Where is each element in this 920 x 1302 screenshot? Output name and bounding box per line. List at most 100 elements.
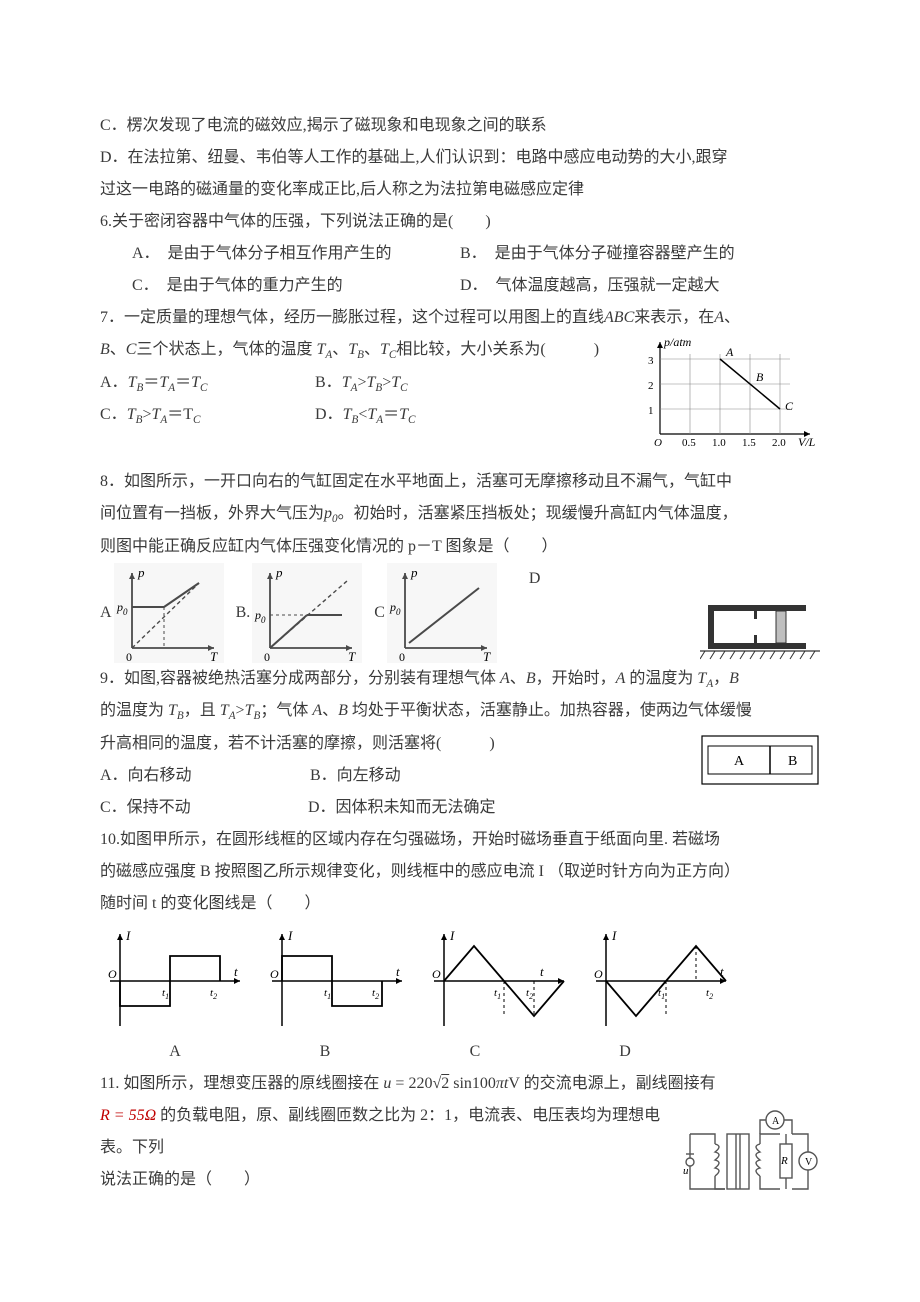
q7-sep1: 、 bbox=[110, 341, 126, 358]
q7-TC: TC bbox=[380, 341, 396, 358]
svg-text:t1: t1 bbox=[658, 987, 665, 1001]
q8-cylinder-fig bbox=[700, 593, 820, 663]
q7-opt-b: B．TA>TB>TC bbox=[315, 367, 530, 400]
svg-text:t: t bbox=[396, 964, 400, 979]
svg-text:I: I bbox=[287, 928, 293, 943]
q10-lbl-d: D bbox=[550, 1036, 700, 1068]
svg-text:t1: t1 bbox=[324, 987, 331, 1001]
q9-TB: TB bbox=[168, 702, 184, 719]
q7-TA: TA bbox=[316, 341, 332, 358]
q9-stem-line1: 9．如图,容器被绝热活塞分成两部分，分别装有理想气体 A、B，开始时，A 的温度… bbox=[100, 663, 820, 696]
q7-comma1: 、 bbox=[724, 309, 740, 326]
q8-opt-c-fig: C p T 0 p0 bbox=[374, 563, 497, 663]
svg-text:C: C bbox=[785, 399, 794, 413]
svg-text:1.5: 1.5 bbox=[742, 437, 756, 449]
q8-opt-b-fig: B. p T 0 p0 bbox=[236, 563, 363, 663]
q7-A-state: A bbox=[714, 309, 724, 326]
q10-stem3: 随时间 t 的变化图线是（ ） bbox=[100, 888, 820, 920]
q9-stem-line3: 升高相同的温度，若不计活塞的摩擦，则活塞将( ) bbox=[100, 728, 820, 760]
svg-text:T: T bbox=[210, 649, 218, 663]
svg-text:t1: t1 bbox=[162, 987, 169, 1001]
q7-opts-row2: C．TB>TA＝TC D．TB<TA＝TC bbox=[100, 399, 530, 432]
q11-stem-line1: 11. 如图所示，理想变压器的原线圈接在 u = 220√2 sin100πtV… bbox=[100, 1068, 820, 1100]
svg-text:O: O bbox=[108, 967, 117, 981]
q8-label-d: D bbox=[529, 563, 541, 595]
svg-text:O: O bbox=[594, 967, 603, 981]
svg-text:V/L: V/L bbox=[798, 435, 816, 449]
svg-text:O: O bbox=[654, 437, 662, 449]
svg-text:t: t bbox=[234, 964, 238, 979]
q10-lbl-b: B bbox=[250, 1036, 400, 1068]
svg-text:0: 0 bbox=[126, 650, 132, 663]
q8-stem-line3: 则图中能正确反应缸内气体压强变化情况的 p－T 图象是（ ） bbox=[100, 531, 820, 563]
q9-opts-row1: A．向右移动 B．向左移动 bbox=[100, 760, 520, 792]
svg-text:p: p bbox=[137, 565, 145, 580]
q9-gt: > bbox=[236, 702, 245, 719]
q7-opt-c: C．TB>TA＝TC bbox=[100, 399, 315, 432]
q9-s2-mid: ，且 bbox=[184, 702, 220, 719]
q9-A2: A bbox=[312, 702, 322, 719]
svg-text:0.5: 0.5 bbox=[682, 437, 696, 449]
q11-mid: 的交流电源上，副线圈接有 bbox=[524, 1075, 716, 1092]
q8-p0: p0 bbox=[324, 505, 338, 522]
svg-text:I: I bbox=[125, 928, 131, 943]
q11-stem-line3: 说法正确的是（ ） bbox=[100, 1164, 820, 1196]
q9-opt-d: D．因体积未知而无法确定 bbox=[308, 792, 620, 824]
q9-TA-lbl: TA bbox=[697, 670, 713, 687]
q9-Apart: A bbox=[616, 670, 626, 687]
q8-label-a: A bbox=[100, 597, 112, 629]
q9-opts-row2: C．保持不动 D．因体积未知而无法确定 bbox=[100, 792, 620, 824]
svg-text:t2: t2 bbox=[706, 987, 713, 1001]
q6-opt-c: C． 是由于气体的重力产生的 bbox=[100, 270, 460, 302]
q5-option-d-line1: D．在法拉第、纽曼、韦伯等人工作的基础上,人们认识到：电路中感应电动势的大小,跟… bbox=[100, 142, 820, 174]
q8-stem-line1: 8．如图所示，一开口向右的气缸固定在水平地面上，活塞可无摩擦移动且不漏气，气缸中 bbox=[100, 466, 820, 498]
q6-options-row1: A． 是由于气体分子相互作用产生的 B． 是由于气体分子碰撞容器壁产生的 bbox=[100, 238, 820, 270]
q11-pre: 11. 如图所示，理想变压器的原线圈接在 bbox=[100, 1075, 379, 1092]
q7-TB: TB bbox=[348, 341, 364, 358]
q9-s1-pre: 9．如图,容器被绝热活塞分成两部分，分别装有理想气体 bbox=[100, 670, 500, 687]
q6-options-row2: C． 是由于气体的重力产生的 D． 气体温度越高，压强就一定越大 bbox=[100, 270, 820, 302]
svg-text:0: 0 bbox=[264, 650, 270, 663]
q10-fig-a: I t O t1 t2 bbox=[100, 926, 250, 1036]
q10-fig-d: I t O t1 t2 bbox=[586, 926, 736, 1036]
q7-stem-pre: 7．一定质量的理想气体，经历一膨胀过程，这个过程可以用图上的直线 bbox=[100, 309, 604, 326]
q9-opt-b: B．向左移动 bbox=[310, 760, 520, 792]
svg-text:T: T bbox=[348, 649, 356, 663]
q7-opt-d: D．TB<TA＝TC bbox=[315, 399, 530, 432]
svg-text:I: I bbox=[449, 928, 455, 943]
svg-text:p: p bbox=[275, 565, 283, 580]
q7-opt-a: A．TB＝TA＝TC bbox=[100, 367, 315, 400]
q8-label-b: B. bbox=[236, 597, 251, 629]
q5-option-c: C．楞次发现了电流的磁效应,揭示了磁现象和电现象之间的联系 bbox=[100, 110, 820, 142]
q9-Bpart: B bbox=[729, 670, 739, 687]
q8-stem-line2: 间位置有一挡板，外界大气压为p0。初始时，活塞紧压挡板处；现缓慢升高缸内气体温度… bbox=[100, 498, 820, 531]
q8-opt-a-fig: A p T 0 p0 bbox=[100, 563, 224, 663]
svg-text:T: T bbox=[483, 649, 491, 663]
q10-figs: I t O t1 t2 I t O t1 t2 bbox=[100, 926, 720, 1036]
q8-figs: A p T 0 p 0 B. p T 0 bbox=[100, 563, 820, 663]
q9-relTB: TB bbox=[245, 702, 261, 719]
q6-stem: 6.关于密闭容器中气体的压强，下列说法正确的是( ) bbox=[100, 206, 820, 238]
svg-text:2.0: 2.0 bbox=[772, 437, 786, 449]
q10-fig-c: I t O t1 t2 bbox=[424, 926, 574, 1036]
svg-text:1.0: 1.0 bbox=[712, 437, 726, 449]
svg-text:t2: t2 bbox=[210, 987, 217, 1001]
svg-text:p: p bbox=[410, 565, 418, 580]
q6-opt-a: A． 是由于气体分子相互作用产生的 bbox=[100, 238, 460, 270]
svg-text:t: t bbox=[540, 964, 544, 979]
q9-B: B bbox=[526, 670, 536, 687]
q9-A: A bbox=[500, 670, 510, 687]
q8-label-c: C bbox=[374, 597, 385, 629]
svg-text:B: B bbox=[756, 370, 764, 384]
q8-stem2-post: 。初始时，活塞紧压挡板处；现缓慢升高缸内气体温度， bbox=[338, 505, 738, 522]
q9-rel: TA bbox=[220, 702, 236, 719]
svg-text:t2: t2 bbox=[526, 987, 533, 1001]
svg-text:I: I bbox=[611, 928, 617, 943]
q7-opts-row1: A．TB＝TA＝TC B．TA>TB>TC bbox=[100, 367, 530, 400]
q7-B-state: B bbox=[100, 341, 110, 358]
svg-text:0: 0 bbox=[399, 650, 405, 663]
svg-text:O: O bbox=[270, 967, 279, 981]
q9-s2-pre: 的温度为 bbox=[100, 702, 168, 719]
q7-C-state: C bbox=[126, 341, 137, 358]
q9-s2-post: ；气体 bbox=[260, 702, 312, 719]
